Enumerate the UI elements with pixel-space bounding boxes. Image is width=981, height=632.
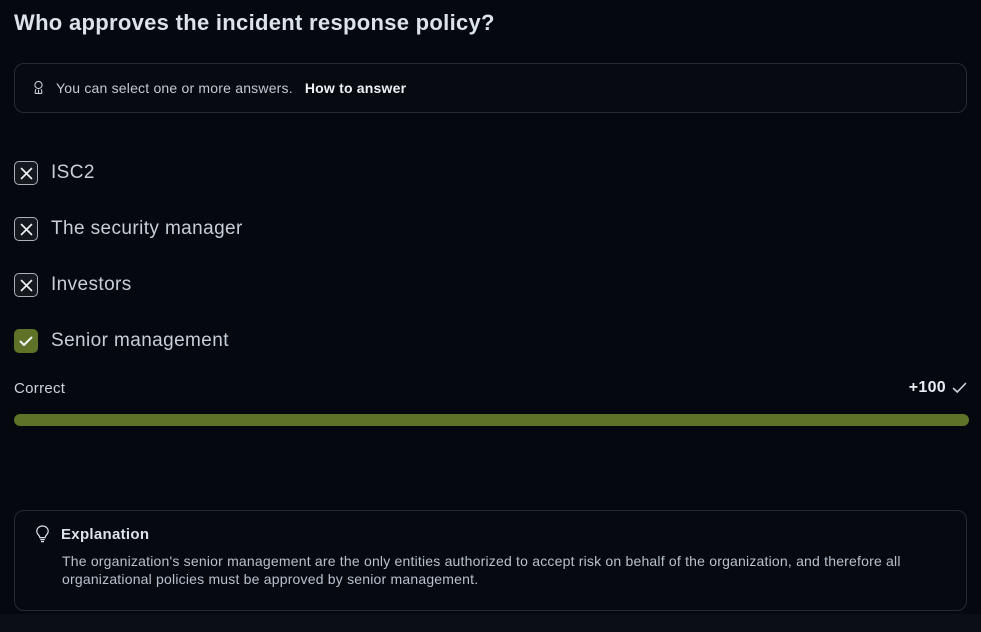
checkbox[interactable] bbox=[14, 329, 38, 353]
points-earned: +100 bbox=[908, 379, 946, 396]
result-row: Correct +100 bbox=[14, 379, 967, 397]
answer-label: Senior management bbox=[51, 330, 229, 351]
answer-option-isc2[interactable]: ISC2 bbox=[14, 161, 967, 185]
answer-option-senior-management[interactable]: Senior management bbox=[14, 329, 967, 353]
explanation-title: Explanation bbox=[61, 526, 150, 543]
answer-label: The security manager bbox=[51, 218, 243, 239]
explanation-header: Explanation bbox=[35, 525, 946, 544]
x-mark-icon bbox=[20, 167, 32, 179]
footer-strip bbox=[0, 614, 981, 632]
hint-icon bbox=[31, 80, 46, 97]
score-check-icon bbox=[952, 382, 967, 394]
answer-label: Investors bbox=[51, 274, 132, 295]
checkbox[interactable] bbox=[14, 217, 38, 241]
hint-text: You can select one or more answers. bbox=[56, 80, 293, 96]
x-mark-icon bbox=[20, 223, 32, 235]
lightbulb-icon bbox=[35, 525, 50, 544]
answer-list: ISC2 The security manager Investors Seni… bbox=[14, 161, 967, 353]
score-progress-bar bbox=[14, 414, 969, 426]
answer-label: ISC2 bbox=[51, 162, 95, 183]
explanation-panel: Explanation The organization's senior ma… bbox=[14, 510, 967, 611]
check-mark-icon bbox=[19, 336, 33, 346]
x-mark-icon bbox=[20, 279, 32, 291]
how-to-answer-link[interactable]: How to answer bbox=[304, 80, 407, 96]
answer-option-investors[interactable]: Investors bbox=[14, 273, 967, 297]
answer-option-security-manager[interactable]: The security manager bbox=[14, 217, 967, 241]
result-status: Correct bbox=[14, 379, 66, 397]
result-score: +100 bbox=[909, 379, 967, 397]
checkbox[interactable] bbox=[14, 273, 38, 297]
checkbox[interactable] bbox=[14, 161, 38, 185]
question-title: Who approves the incident response polic… bbox=[14, 10, 495, 35]
hint-bar: You can select one or more answers. How … bbox=[14, 63, 967, 113]
explanation-body: The organization's senior management are… bbox=[62, 553, 901, 587]
